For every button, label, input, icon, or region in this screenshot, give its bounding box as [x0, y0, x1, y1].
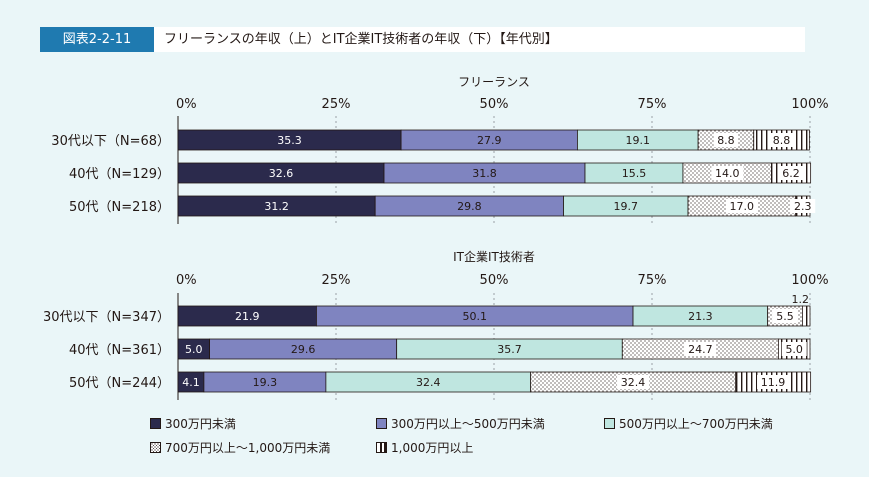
- legend-label-3: 500万円以上～700万円未満: [619, 417, 773, 431]
- chart-2-data-label-bg: [757, 375, 790, 389]
- chart-1-data-label: 19.1: [626, 134, 651, 147]
- chart-2-category-label: 30代以下（N=347）: [43, 310, 170, 325]
- figure-title: フリーランスの年収（上）とIT企業IT技術者の年収（下）【年代別】: [164, 32, 558, 47]
- chart-1-data-label-bg: [790, 199, 816, 213]
- chart-2-data-label-bg: [781, 342, 807, 356]
- title-banner: [40, 27, 805, 52]
- legend-item-1: 300万円未満: [150, 415, 236, 432]
- legend-label-2: 300万円以上～500万円未満: [391, 417, 545, 431]
- chart-1-data-label: 29.8: [457, 200, 482, 213]
- chart-1-tick-label: 75%: [638, 97, 667, 112]
- chart-1-data-label-bg: [778, 166, 804, 180]
- figure-label: 図表2-2-11: [40, 27, 154, 52]
- chart-1-data-label: 19.7: [614, 200, 639, 213]
- chart-2-category-label: 40代（N=361）: [69, 343, 170, 358]
- chart-2-data-label-bg: [617, 375, 650, 389]
- chart-2-data-label-bg: [772, 309, 798, 323]
- legend-swatch-5: [376, 442, 387, 453]
- legend-item-5: 1,000万円以上: [376, 439, 473, 456]
- chart-1-category-label: 40代（N=129）: [69, 167, 170, 182]
- chart-1-category-label: 30代以下（N=68）: [51, 134, 170, 149]
- chart-2-data-label: 29.6: [291, 343, 316, 356]
- legend-swatch-1: [150, 418, 161, 429]
- chart-2-tick-label: 0%: [176, 273, 197, 288]
- chart-2-data-label: 32.4: [416, 376, 441, 389]
- chart-2-data-label: 19.3: [253, 376, 278, 389]
- chart-1-data-label-bg: [713, 133, 739, 147]
- chart-2-tick-label: 75%: [638, 273, 667, 288]
- chart-2-data-label: 21.3: [688, 310, 713, 323]
- chart-2-data-label: 50.1: [462, 310, 487, 323]
- chart-2-title: IT企業IT技術者: [453, 249, 535, 264]
- chart-2-data-label: 5.0: [785, 343, 803, 356]
- chart-2-category-label: 50代（N=244）: [69, 376, 170, 391]
- chart-2-tick-label: 25%: [322, 273, 351, 288]
- chart-1-tick-label: 100%: [791, 97, 828, 112]
- chart-1-data-label: 35.3: [277, 134, 302, 147]
- legend-item-2: 300万円以上～500万円未満: [376, 415, 545, 432]
- chart-2-data-label: 4.1: [182, 376, 200, 389]
- chart-1-data-label: 31.8: [472, 167, 497, 180]
- chart-1-data-label-bg: [725, 199, 758, 213]
- chart-1-title: フリーランス: [458, 75, 530, 89]
- chart-1-data-label: 8.8: [773, 134, 791, 147]
- chart-1-tick-label: 0%: [176, 97, 197, 112]
- legend-item-4: 700万円以上～1,000万円未満: [150, 439, 330, 456]
- chart-1-data-label: 6.2: [782, 167, 800, 180]
- chart-1-data-label: 31.2: [264, 200, 289, 213]
- chart-1-data-label: 8.8: [717, 134, 735, 147]
- chart-1-data-label: 17.0: [729, 200, 754, 213]
- chart-1-data-label: 15.5: [622, 167, 647, 180]
- chart-2-tick-label: 100%: [791, 273, 828, 288]
- legend-label-1: 300万円未満: [165, 417, 236, 431]
- chart-2-data-label-bg: [684, 342, 717, 356]
- legend-item-3: 500万円以上～700万円未満: [604, 415, 773, 432]
- chart-2-data-label: 11.9: [761, 376, 786, 389]
- chart-2-data-label: 32.4: [621, 376, 646, 389]
- legend-swatch-4: [150, 442, 161, 453]
- legend-label-4: 700万円以上～1,000万円未満: [165, 441, 331, 455]
- chart-2-data-label: 5.5: [776, 310, 794, 323]
- chart-2-data-label: 21.9: [235, 310, 260, 323]
- chart-1-data-label-bg: [711, 166, 744, 180]
- chart-2-data-label: 24.7: [688, 343, 713, 356]
- chart-1-data-label: 14.0: [715, 167, 740, 180]
- chart-1-category-label: 50代（N=218）: [69, 200, 170, 215]
- legend-label-5: 1,000万円以上: [391, 441, 474, 455]
- chart-2-data-label: 5.0: [185, 343, 203, 356]
- chart-1-tick-label: 25%: [322, 97, 351, 112]
- chart-2-data-label: 35.7: [497, 343, 522, 356]
- chart-2-tick-label: 50%: [480, 273, 509, 288]
- chart-1-data-label: 2.3: [794, 200, 812, 213]
- chart-2-data-label: 1.2: [792, 293, 810, 306]
- legend-swatch-2: [376, 418, 387, 429]
- chart-1-data-label: 27.9: [477, 134, 502, 147]
- legend-swatch-3: [604, 418, 615, 429]
- chart-1-data-label-bg: [769, 133, 795, 147]
- chart-1-data-label: 32.6: [269, 167, 294, 180]
- chart-2-bar-segment: [802, 305, 811, 327]
- chart-1-tick-label: 50%: [480, 97, 509, 112]
